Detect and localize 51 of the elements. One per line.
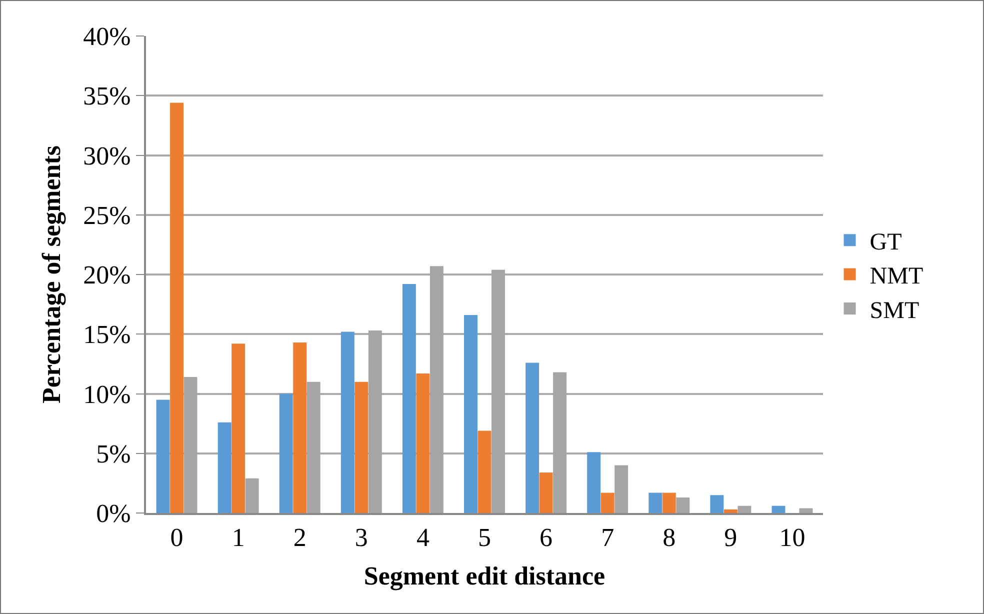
bar <box>526 362 540 513</box>
x-tick-label: 8 <box>662 523 676 552</box>
y-tick-label: 15% <box>83 320 131 350</box>
bar <box>293 342 307 513</box>
y-tick-label: 5% <box>96 439 131 468</box>
bar <box>772 506 786 513</box>
bar <box>799 508 813 513</box>
bar <box>676 498 690 513</box>
y-axis-title: Percentage of segments <box>37 146 66 404</box>
x-tick-label: 1 <box>232 523 245 552</box>
bar <box>245 478 259 513</box>
x-axis-title: Segment edit distance <box>364 561 606 590</box>
bar <box>340 332 354 513</box>
legend-label: GT <box>870 229 902 256</box>
x-tick-label: 4 <box>416 523 430 552</box>
bar <box>539 472 553 513</box>
bar <box>478 430 492 513</box>
bar <box>464 315 478 513</box>
bar <box>170 102 184 513</box>
bar <box>600 492 614 513</box>
bar <box>156 400 170 513</box>
bar <box>710 495 724 513</box>
y-tick-label: 35% <box>83 82 131 111</box>
x-tick-label: 2 <box>293 523 306 552</box>
bar <box>402 284 416 513</box>
y-tick-label: 25% <box>83 200 131 230</box>
legend-label: NMT <box>870 264 924 290</box>
x-tick-label: 10 <box>779 523 806 552</box>
bar <box>232 344 246 513</box>
legend-label: SMT <box>870 298 920 324</box>
x-tick-label: 5 <box>478 523 491 552</box>
y-tick-label: 20% <box>83 260 131 290</box>
bar <box>416 373 430 513</box>
bar <box>662 492 676 513</box>
bar <box>587 452 601 513</box>
x-tick-label: 0 <box>170 523 184 552</box>
y-tick-label: 10% <box>83 380 131 409</box>
bar <box>738 506 752 513</box>
y-tick-label: 0% <box>96 499 131 528</box>
y-tick-label: 40% <box>83 22 131 52</box>
x-tick-label: 7 <box>601 523 614 552</box>
x-tick-label: 9 <box>724 523 738 552</box>
bar <box>279 394 293 513</box>
bar <box>648 492 662 513</box>
x-tick-label: 3 <box>354 523 368 552</box>
bar <box>724 509 738 513</box>
x-tick-label: 6 <box>540 523 553 552</box>
bar <box>218 422 232 513</box>
bar <box>614 465 628 513</box>
bar <box>354 382 368 513</box>
y-tick-label: 30% <box>83 141 131 170</box>
